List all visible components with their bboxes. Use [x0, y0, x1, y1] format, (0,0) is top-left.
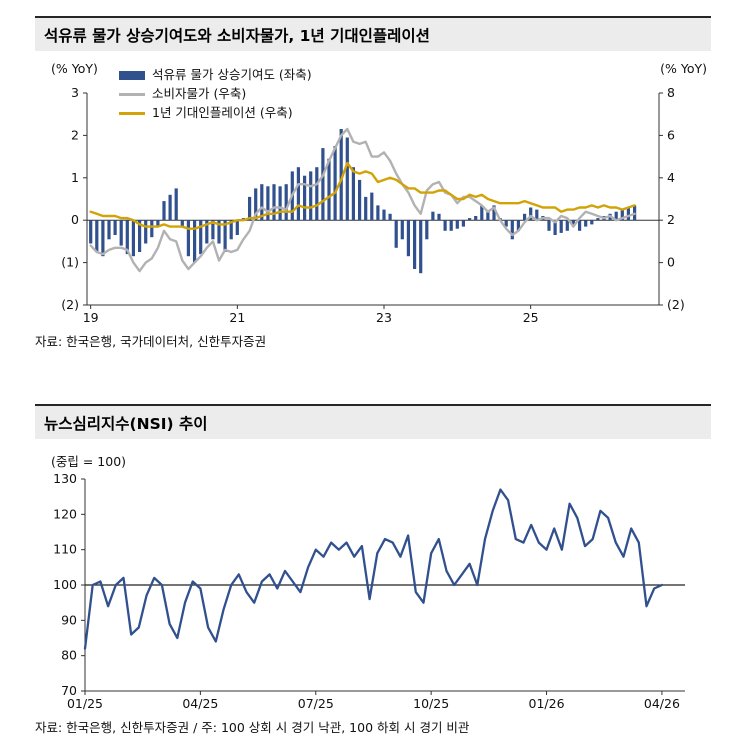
- svg-text:25: 25: [523, 310, 539, 325]
- svg-text:10/25: 10/25: [413, 696, 449, 711]
- legend-label-cpi: 소비자물가 (우축): [152, 86, 247, 101]
- svg-text:2: 2: [71, 127, 79, 142]
- svg-text:6: 6: [667, 127, 675, 142]
- chart2-title: 뉴스심리지수(NSI) 추이: [44, 415, 208, 433]
- svg-text:1: 1: [71, 170, 79, 185]
- gold-line-swatch: [119, 111, 145, 115]
- svg-text:(1): (1): [61, 255, 79, 270]
- gray-line-swatch: [119, 92, 145, 96]
- chart1-legend: 석유류 물가 상승기여도 (좌축) 소비자물가 (우축) 1년 기대인플레이션 …: [119, 67, 312, 121]
- legend-item-oil-contribution: 석유류 물가 상승기여도 (좌축): [119, 67, 312, 83]
- legend-item-cpi: 소비자물가 (우축): [119, 86, 312, 102]
- svg-text:0: 0: [667, 255, 675, 270]
- svg-text:01/25: 01/25: [67, 696, 103, 711]
- svg-text:04/25: 04/25: [182, 696, 218, 711]
- chart1-title: 석유류 물가 상승기여도와 소비자물가, 1년 기대인플레이션: [44, 27, 430, 45]
- svg-text:23: 23: [376, 310, 392, 325]
- svg-text:110: 110: [53, 542, 77, 557]
- svg-text:4: 4: [667, 170, 675, 185]
- svg-text:120: 120: [53, 506, 77, 521]
- svg-text:100: 100: [53, 577, 77, 592]
- svg-text:0: 0: [71, 212, 79, 227]
- bar-swatch: [119, 70, 145, 80]
- svg-text:2: 2: [667, 212, 675, 227]
- svg-text:8: 8: [667, 85, 675, 100]
- legend-label-expected-inflation: 1년 기대인플레이션 (우축): [152, 105, 293, 120]
- chart2-source: 자료: 한국은행, 신한투자증권 / 주: 100 상회 시 경기 낙관, 10…: [35, 720, 470, 735]
- chart1-left-axis-unit: (% YoY): [51, 61, 98, 76]
- chart1-title-band: 석유류 물가 상승기여도와 소비자물가, 1년 기대인플레이션: [35, 16, 711, 51]
- chart1-source: 자료: 한국은행, 국가데이터처, 신한투자증권: [35, 334, 267, 349]
- chart2-area: (중립 = 100) 130 120 110 100 90 80 70 01/25 04/25 0…: [35, 445, 711, 715]
- svg-text:19: 19: [83, 310, 99, 325]
- chart1-area: (% YoY) (% YoY) 석유류 물가 상승기여도 (좌축) 소비자물가 …: [35, 57, 711, 329]
- svg-text:21: 21: [229, 310, 245, 325]
- svg-text:(2): (2): [61, 297, 79, 312]
- chart2-axis-note: (중립 = 100): [51, 454, 127, 469]
- svg-text:80: 80: [61, 648, 77, 663]
- svg-text:130: 130: [53, 471, 77, 486]
- svg-text:07/25: 07/25: [298, 696, 334, 711]
- svg-text:(2): (2): [667, 297, 685, 312]
- legend-label-oil: 석유류 물가 상승기여도 (좌축): [152, 67, 312, 82]
- report-page: 석유류 물가 상승기여도와 소비자물가, 1년 기대인플레이션 (% YoY) …: [35, 16, 711, 735]
- svg-text:04/26: 04/26: [644, 696, 680, 711]
- svg-text:90: 90: [61, 612, 77, 627]
- chart2-title-band: 뉴스심리지수(NSI) 추이: [35, 404, 711, 439]
- legend-item-expected-inflation: 1년 기대인플레이션 (우축): [119, 105, 312, 121]
- svg-text:3: 3: [71, 85, 79, 100]
- svg-text:01/26: 01/26: [529, 696, 565, 711]
- chart1-right-axis-unit: (% YoY): [660, 61, 707, 76]
- svg-text:70: 70: [61, 683, 77, 698]
